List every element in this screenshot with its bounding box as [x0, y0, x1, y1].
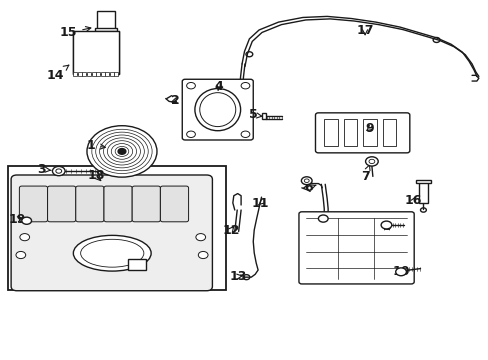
Bar	[73, 31, 119, 73]
FancyBboxPatch shape	[104, 186, 132, 222]
Text: 7: 7	[360, 165, 369, 183]
Circle shape	[395, 268, 406, 276]
Bar	[95, 28, 117, 31]
Circle shape	[196, 234, 205, 241]
Circle shape	[87, 126, 157, 177]
FancyBboxPatch shape	[11, 175, 212, 291]
Bar	[8, 166, 225, 290]
Bar	[78, 72, 81, 76]
Circle shape	[186, 82, 195, 89]
Text: 12: 12	[222, 224, 239, 237]
Bar	[382, 119, 395, 146]
Circle shape	[16, 251, 26, 258]
Circle shape	[301, 177, 311, 185]
Text: 15: 15	[60, 26, 91, 39]
FancyBboxPatch shape	[76, 186, 104, 222]
Circle shape	[20, 234, 30, 241]
Bar	[87, 72, 91, 76]
Circle shape	[52, 166, 65, 176]
Text: 17: 17	[356, 24, 373, 37]
Bar	[418, 182, 427, 203]
Circle shape	[118, 149, 125, 154]
Bar	[110, 72, 114, 76]
Text: 11: 11	[251, 197, 269, 210]
FancyBboxPatch shape	[182, 79, 253, 140]
Bar	[343, 119, 357, 146]
Text: 18: 18	[87, 169, 104, 182]
Bar	[97, 12, 115, 29]
Bar	[114, 72, 118, 76]
Bar	[91, 72, 95, 76]
Text: 2: 2	[171, 94, 180, 107]
Text: 1: 1	[87, 139, 105, 152]
Bar	[363, 119, 376, 146]
Text: 4: 4	[214, 80, 223, 93]
Bar	[82, 72, 86, 76]
FancyBboxPatch shape	[315, 113, 409, 153]
Bar	[127, 258, 146, 270]
Bar	[101, 72, 104, 76]
Text: 8: 8	[382, 220, 390, 233]
FancyBboxPatch shape	[132, 186, 160, 222]
Text: 9: 9	[365, 122, 373, 135]
Circle shape	[241, 82, 249, 89]
Text: 16: 16	[404, 194, 422, 207]
Circle shape	[365, 157, 377, 166]
Circle shape	[318, 215, 327, 222]
Bar	[324, 119, 337, 146]
Text: 6: 6	[304, 181, 315, 194]
FancyBboxPatch shape	[298, 212, 413, 284]
Ellipse shape	[73, 235, 151, 271]
Text: 13: 13	[229, 270, 246, 283]
Text: 10: 10	[392, 265, 409, 278]
Text: 14: 14	[46, 65, 69, 82]
Circle shape	[186, 131, 195, 138]
FancyBboxPatch shape	[47, 186, 76, 222]
Circle shape	[198, 251, 207, 258]
Bar	[73, 72, 77, 76]
Circle shape	[380, 221, 391, 229]
Text: 5: 5	[248, 108, 261, 121]
Text: 3: 3	[37, 163, 51, 176]
Bar	[96, 72, 100, 76]
Circle shape	[22, 217, 31, 224]
Bar	[105, 72, 109, 76]
Text: 19: 19	[9, 213, 26, 226]
Bar	[415, 180, 430, 183]
FancyBboxPatch shape	[20, 186, 47, 222]
Text: 20: 20	[127, 261, 145, 274]
FancyBboxPatch shape	[160, 186, 188, 222]
Bar	[262, 113, 266, 119]
Circle shape	[241, 131, 249, 138]
